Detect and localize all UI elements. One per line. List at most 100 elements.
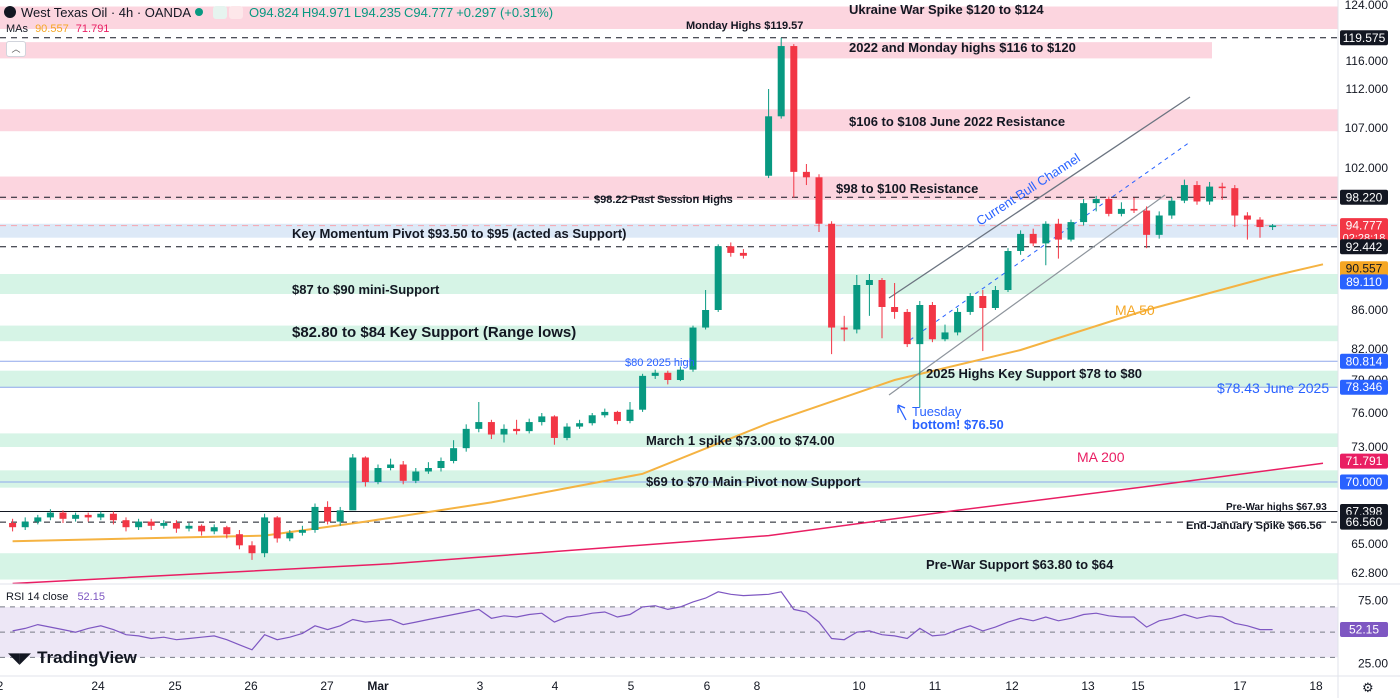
candle-body xyxy=(1231,188,1239,216)
candle xyxy=(1206,181,1214,205)
candle-body xyxy=(261,517,269,554)
tradingview-logo[interactable]: ◥◤ TradingView xyxy=(8,648,137,668)
candle-body xyxy=(1130,208,1138,211)
candle-body xyxy=(1042,223,1050,244)
rsi-tick-1: 25.00 xyxy=(1358,657,1388,671)
rsi-last-text: 52.15 xyxy=(1349,622,1379,636)
price-label-text: 71.791 xyxy=(1346,454,1383,468)
candle-body xyxy=(46,512,54,518)
time-tick-13: 12 xyxy=(1005,679,1019,693)
candle-body xyxy=(374,468,382,482)
time-tick-0: 2 xyxy=(0,679,4,693)
candle xyxy=(198,524,206,536)
candle xyxy=(1143,206,1151,249)
price-label-text: 94.777 xyxy=(1346,219,1383,233)
candle xyxy=(172,520,180,533)
candle xyxy=(878,278,886,339)
zone-10 xyxy=(0,553,1338,580)
candle xyxy=(399,461,407,485)
candle xyxy=(1117,202,1125,217)
candle xyxy=(298,525,306,536)
candle-body xyxy=(891,307,899,312)
annotation-4: bottom! $76.50 xyxy=(912,417,1004,432)
collapse-legend-button[interactable]: ︿ xyxy=(6,41,26,57)
zone-label-1: 2022 and Monday highs $116 to $120 xyxy=(849,40,1076,55)
candle-body xyxy=(802,171,810,178)
annotation-10: End-January Spike $66.56 xyxy=(1186,520,1322,532)
price-label-bg xyxy=(1340,218,1388,245)
candle-body xyxy=(223,527,231,535)
zone-6 xyxy=(0,325,1338,342)
flag-buttons[interactable] xyxy=(213,5,244,19)
candle-body xyxy=(777,46,785,117)
zone-8 xyxy=(0,433,1338,447)
candle-body xyxy=(664,372,672,380)
time-axis: 2 24 25 26 27 Mar 3 4 5 6 8 10 11 12 13 15 17 18 xyxy=(0,679,1323,693)
candle-body xyxy=(387,464,395,468)
zone-label-2: $106 to $108 June 2022 Resistance xyxy=(849,114,1065,129)
zone-labels: Ukraine War Spike $120 to $124 2022 and M… xyxy=(292,2,1142,572)
candle-body xyxy=(538,416,546,423)
candle xyxy=(1231,185,1239,228)
settings-gear-icon[interactable]: ⚙ xyxy=(1362,680,1374,695)
candle xyxy=(122,517,130,532)
price-tick-4: 107.000 xyxy=(1345,121,1389,135)
candle xyxy=(853,275,861,334)
zone-label-4: Key Momentum Pivot $93.50 to $95 (acted … xyxy=(292,226,626,241)
candle xyxy=(903,309,911,348)
tradingview-mark-icon: ◥◤ xyxy=(8,650,32,667)
ohlc-change: +0.297 (+0.31%) xyxy=(456,4,554,20)
candle-body xyxy=(198,525,206,532)
candle xyxy=(361,456,369,487)
candle-body xyxy=(349,457,357,511)
brand-name: TradingView xyxy=(37,648,137,667)
symbol-title[interactable]: West Texas Oil · 4h · OANDA xyxy=(21,4,192,20)
candle xyxy=(991,286,999,310)
candle-body xyxy=(185,525,193,529)
candle xyxy=(223,525,231,539)
candle xyxy=(210,524,218,535)
candle-body xyxy=(210,527,218,532)
channel-upper-line xyxy=(888,96,1191,299)
rsi-legend[interactable]: RSI 14 close 52.15 xyxy=(6,591,105,603)
zone-label-3: $98 to $100 Resistance xyxy=(836,181,978,196)
ma1-value: 90.557 xyxy=(35,23,69,35)
candle xyxy=(34,514,42,525)
candle xyxy=(865,274,873,316)
candle xyxy=(1180,179,1188,204)
candles-layer xyxy=(9,37,1277,560)
candle xyxy=(538,413,546,426)
candle xyxy=(500,424,508,443)
candle-body xyxy=(462,428,470,449)
price-label-bg xyxy=(1340,189,1388,205)
candle-body xyxy=(248,545,256,554)
candle-body xyxy=(500,428,508,435)
candle xyxy=(349,454,357,511)
candle xyxy=(1155,211,1163,239)
ohlc-low: L94.235 xyxy=(354,4,402,20)
candle-body xyxy=(1269,225,1277,228)
mas-legend[interactable]: MAs 90.557 71.791 xyxy=(6,23,109,35)
price-tick-10: 82.000 xyxy=(1351,342,1388,356)
candle-body xyxy=(991,290,999,308)
time-tick-17: 18 xyxy=(1309,679,1323,693)
candle xyxy=(601,408,609,418)
price-label-bg xyxy=(1340,30,1388,46)
candle-body xyxy=(424,468,432,472)
candle xyxy=(1243,212,1251,240)
price-label-bg xyxy=(1340,274,1388,290)
price-label: 98.220 xyxy=(1340,189,1388,205)
zone-label-5: $87 to $90 mini-Support xyxy=(292,282,440,297)
zone-label-8: March 1 spike $73.00 to $74.00 xyxy=(646,433,835,448)
ohlc-open: O94.824 xyxy=(249,4,299,20)
candle xyxy=(487,419,495,440)
ohlc-close: C94.777 xyxy=(404,4,454,20)
price-label: 78.346 xyxy=(1340,379,1388,395)
time-tick-6: 3 xyxy=(477,679,484,693)
candle xyxy=(802,164,810,186)
candle-body xyxy=(412,471,420,481)
candle xyxy=(1218,182,1226,200)
candle-body xyxy=(72,514,80,519)
annotation-2: $80 2025 high xyxy=(625,357,695,369)
